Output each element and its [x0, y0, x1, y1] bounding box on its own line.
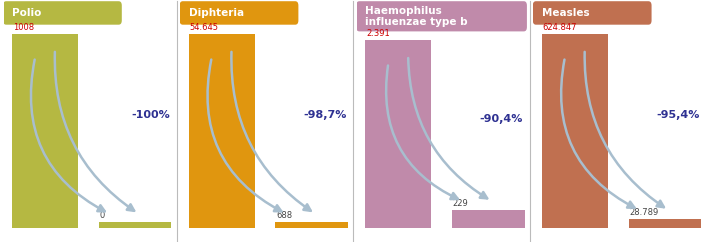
Text: 1008: 1008 — [13, 23, 34, 32]
FancyBboxPatch shape — [180, 1, 298, 25]
Text: Measles: Measles — [542, 8, 589, 18]
Bar — [189, 34, 255, 228]
Bar — [99, 222, 172, 228]
Text: Polio: Polio — [12, 8, 42, 18]
Text: 229: 229 — [453, 199, 469, 208]
Text: -100%: -100% — [131, 110, 170, 120]
Bar — [452, 210, 525, 228]
Text: Haemophilus
influenzae type b: Haemophilus influenzae type b — [366, 6, 468, 27]
Bar — [12, 34, 78, 228]
Bar — [275, 222, 348, 228]
Text: -98,7%: -98,7% — [303, 110, 346, 120]
Text: 28.789: 28.789 — [629, 208, 659, 217]
Text: 2.391: 2.391 — [366, 29, 390, 38]
FancyBboxPatch shape — [3, 1, 122, 25]
Bar — [628, 219, 701, 228]
Text: 624.847: 624.847 — [543, 23, 577, 32]
Text: 0: 0 — [99, 212, 105, 220]
Text: -90,4%: -90,4% — [479, 114, 523, 124]
FancyBboxPatch shape — [356, 1, 527, 31]
Bar — [366, 40, 431, 228]
Text: 54.645: 54.645 — [190, 23, 219, 32]
Text: Diphteria: Diphteria — [189, 8, 244, 18]
Text: 688: 688 — [276, 212, 293, 220]
Bar — [542, 34, 608, 228]
Text: -95,4%: -95,4% — [656, 110, 699, 120]
FancyBboxPatch shape — [532, 1, 652, 25]
